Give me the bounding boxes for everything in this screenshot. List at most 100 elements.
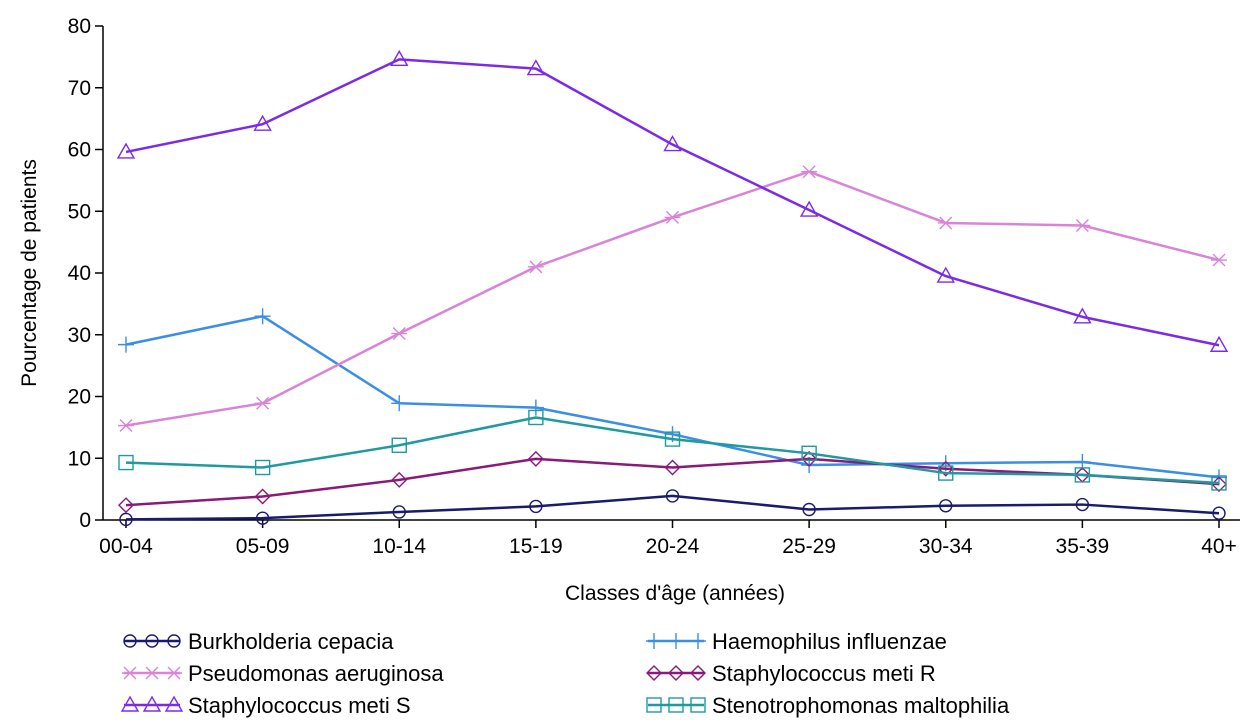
data-point bbox=[391, 471, 408, 488]
series-burkholderia-cepacia bbox=[119, 489, 1226, 527]
legend-item: Stenotrophomonas maltophilia bbox=[646, 693, 1010, 718]
data-point bbox=[802, 502, 816, 517]
data-point bbox=[665, 489, 680, 503]
y-tick-label: 50 bbox=[68, 200, 91, 223]
series-line bbox=[125, 58, 1220, 347]
series-pseudomonas-aeruginosa bbox=[118, 165, 1227, 433]
data-point bbox=[529, 499, 543, 514]
data-point bbox=[690, 697, 706, 713]
data-point bbox=[690, 633, 706, 649]
data-point bbox=[390, 49, 409, 67]
legend-label: Staphylococcus meti R bbox=[712, 661, 936, 686]
data-point bbox=[664, 459, 681, 476]
data-point bbox=[668, 665, 684, 681]
legend: Burkholderia cepacia Haemophilus influenz… bbox=[120, 629, 1010, 718]
data-point bbox=[1211, 253, 1227, 267]
x-tick-label: 05-09 bbox=[236, 535, 290, 558]
data-point bbox=[1073, 307, 1092, 324]
data-point bbox=[254, 459, 271, 476]
data-point bbox=[254, 308, 271, 325]
data-point bbox=[664, 431, 681, 447]
series-line bbox=[125, 314, 1220, 479]
data-point bbox=[1074, 218, 1091, 232]
y-tick-label: 0 bbox=[79, 509, 91, 532]
axes: 0 10 20 30 40 50 60 70 80 00-04 05-09 10-14 15-19 20-… bbox=[68, 15, 1240, 558]
data-point bbox=[391, 395, 408, 412]
data-point bbox=[253, 114, 272, 131]
data-point bbox=[801, 450, 818, 467]
x-tick-label: 20-24 bbox=[646, 535, 700, 558]
data-point bbox=[690, 665, 706, 681]
data-point bbox=[144, 666, 160, 680]
data-point bbox=[1212, 506, 1226, 520]
series-layer bbox=[116, 49, 1229, 527]
x-tick-label: 35-39 bbox=[1056, 535, 1110, 558]
data-point bbox=[1074, 467, 1091, 483]
data-point bbox=[646, 697, 662, 713]
data-point bbox=[799, 200, 819, 217]
legend-label: Haemophilus influenzae bbox=[712, 629, 947, 654]
data-point bbox=[145, 634, 159, 648]
data-point bbox=[166, 666, 182, 680]
series-haemophilus-influenzae bbox=[118, 308, 1227, 486]
data-point bbox=[391, 327, 408, 341]
data-point bbox=[167, 634, 181, 648]
data-point bbox=[255, 511, 270, 525]
x-tick-label: 30-34 bbox=[919, 535, 973, 558]
legend-item: Staphylococcus meti R bbox=[646, 661, 936, 686]
data-point bbox=[528, 409, 544, 426]
series-line bbox=[125, 170, 1220, 427]
data-point bbox=[254, 396, 271, 410]
data-point bbox=[1211, 475, 1227, 491]
y-tick-label: 10 bbox=[68, 447, 91, 470]
y-tick-label: 70 bbox=[68, 77, 91, 100]
data-point bbox=[938, 465, 954, 481]
legend-item: Haemophilus influenzae bbox=[646, 629, 947, 654]
legend-label: Staphylococcus meti S bbox=[188, 693, 411, 718]
data-point bbox=[801, 445, 817, 462]
data-point bbox=[123, 634, 137, 648]
data-point bbox=[164, 695, 184, 712]
data-point bbox=[668, 697, 684, 713]
legend-item: Pseudomonas aeruginosa bbox=[122, 661, 444, 686]
data-point bbox=[392, 505, 406, 519]
x-tick-label: 15-19 bbox=[509, 535, 563, 558]
x-tick-label: 40+ bbox=[1201, 535, 1237, 558]
legend-item: Burkholderia cepacia bbox=[123, 629, 394, 654]
data-point bbox=[254, 488, 271, 505]
data-point bbox=[939, 499, 953, 513]
data-point bbox=[118, 497, 134, 514]
data-point bbox=[120, 695, 140, 712]
y-tick-label: 20 bbox=[68, 386, 91, 409]
y-tick-label: 30 bbox=[68, 324, 91, 347]
data-point bbox=[646, 665, 662, 681]
data-point bbox=[391, 437, 407, 453]
data-point bbox=[527, 260, 544, 274]
legend-label: Pseudomonas aeruginosa bbox=[188, 661, 444, 686]
x-tick-label: 25-29 bbox=[782, 535, 836, 558]
series-line bbox=[125, 416, 1220, 485]
series-line bbox=[125, 457, 1220, 507]
data-point bbox=[936, 266, 955, 283]
x-axis-title: Classes d'âge (années) bbox=[565, 582, 785, 605]
data-point bbox=[122, 666, 138, 680]
data-point bbox=[118, 454, 134, 471]
y-axis-title: Pourcentage de patients bbox=[18, 159, 41, 387]
data-point bbox=[116, 142, 136, 159]
data-point bbox=[801, 165, 818, 179]
y-tick-label: 80 bbox=[68, 15, 91, 38]
data-point bbox=[1075, 497, 1090, 512]
data-point bbox=[527, 450, 544, 467]
data-point bbox=[118, 419, 134, 433]
data-point bbox=[1209, 335, 1229, 352]
data-point bbox=[646, 633, 662, 649]
data-point bbox=[142, 695, 162, 712]
data-point bbox=[527, 399, 544, 416]
legend-item: Staphylococcus meti S bbox=[120, 693, 411, 718]
data-point bbox=[668, 633, 684, 649]
data-point bbox=[663, 135, 682, 152]
data-point bbox=[119, 512, 133, 527]
series-staphylococcus-meti-s bbox=[116, 49, 1229, 352]
legend-label: Burkholderia cepacia bbox=[188, 629, 394, 654]
